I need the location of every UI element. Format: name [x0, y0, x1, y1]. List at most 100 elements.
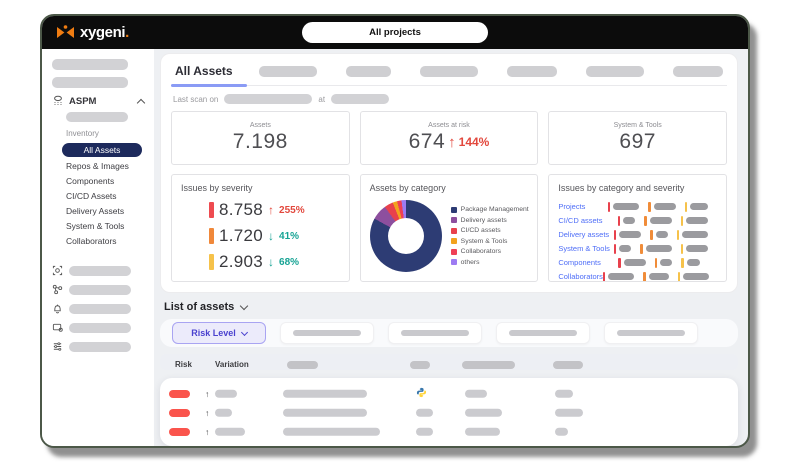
filter-placeholder[interactable] [604, 322, 698, 345]
severity-tick [618, 257, 621, 268]
column-header-risk[interactable]: Risk [175, 360, 192, 370]
chevron-up-icon [136, 98, 146, 107]
count-placeholder [613, 202, 639, 211]
severity-tick [617, 215, 620, 226]
trend-up-icon: ↑ [268, 203, 275, 217]
column-header-placeholder[interactable] [553, 361, 583, 370]
legend-item: System & Tools [450, 238, 529, 245]
xygeni-bowtie-icon [57, 25, 74, 38]
stat-card-assets: Assets 7.198 [171, 111, 350, 165]
last-scan-row: Last scan on at [173, 94, 727, 104]
tab-placeholder[interactable] [506, 65, 557, 77]
severity-tick [648, 201, 651, 212]
tab-placeholder[interactable] [672, 65, 723, 77]
list-of-assets-toggle[interactable]: List of assets [164, 301, 736, 313]
table-row[interactable]: ↑ [160, 384, 738, 403]
trend-down-icon: ↓ [268, 229, 275, 243]
sidebar-placeholder-item[interactable] [52, 59, 128, 70]
legend-item: Package Management [450, 206, 529, 213]
filter-placeholder[interactable] [388, 322, 482, 345]
legend-swatch [450, 206, 457, 213]
sidebar-placeholder-item[interactable] [52, 77, 128, 88]
risk-badge [169, 427, 190, 436]
table-row[interactable]: ↑ [160, 422, 738, 441]
severity-row-critical: 8.758 ↑ 255% [209, 200, 340, 220]
count-placeholder [686, 216, 708, 225]
sidebar-item-all-assets[interactable]: All Assets [62, 143, 142, 157]
sidebar-section-aspm[interactable]: ASPM [52, 95, 146, 107]
severity-tick [680, 243, 683, 254]
category-link[interactable]: CI/CD assets [558, 216, 603, 225]
column-header-placeholder[interactable] [410, 361, 430, 370]
sidebar-item-repos-images[interactable]: Repos & Images [66, 161, 129, 171]
sidebar-item-cicd-assets[interactable]: CI/CD Assets [66, 191, 117, 201]
filters-bar: Risk Level [160, 319, 738, 348]
sidebar-item-system-tools[interactable]: System & Tools [66, 221, 125, 231]
last-scan-date-placeholder [224, 94, 313, 104]
sidebar-item-devices[interactable] [52, 322, 154, 333]
count-placeholder [648, 272, 669, 281]
last-scan-prefix: Last scan on [173, 94, 219, 104]
sidebar-item-delivery-assets[interactable]: Delivery Assets [66, 206, 125, 216]
sidebar-placeholder-label [69, 265, 131, 276]
tab-placeholder[interactable] [585, 65, 644, 77]
sliders-filter-icon [53, 342, 62, 351]
issues-by-category-card: Issues by category and severity Projects… [548, 174, 727, 282]
active-tab-underline [171, 84, 247, 87]
app-window: xygeni. All projects ASPM [40, 14, 750, 448]
severity-row-medium: 2.903 ↓ 68% [209, 252, 340, 272]
count-placeholder [619, 244, 631, 253]
tab-all-assets[interactable]: All Assets [171, 64, 247, 87]
severity-tick [607, 201, 610, 212]
count-placeholder [660, 258, 673, 267]
sidebar-item-alerts[interactable] [52, 303, 154, 314]
filter-placeholder[interactable] [280, 322, 374, 345]
category-link[interactable]: System & Tools [558, 244, 610, 253]
category-link[interactable]: Components [558, 258, 601, 267]
all-projects-selector[interactable]: All projects [302, 22, 488, 43]
severity-tick [613, 243, 616, 254]
stat-label: Assets at risk [428, 122, 470, 129]
sidebar-placeholder-label [69, 341, 131, 352]
sidebar-placeholder-subitem[interactable] [66, 112, 128, 122]
assets-table-body: ↑ ↑ [160, 378, 738, 446]
count-placeholder [653, 202, 676, 211]
category-link[interactable]: Projects [558, 202, 586, 211]
tab-placeholder[interactable] [345, 65, 391, 77]
filter-placeholder[interactable] [496, 322, 590, 345]
sidebar-item-scan[interactable] [52, 265, 154, 276]
tab-placeholder[interactable] [258, 65, 317, 77]
sidebar-item-settings[interactable] [52, 341, 154, 352]
stat-value: 7.198 [232, 130, 288, 153]
trend-percentage: 144% [458, 135, 490, 149]
severity-tick [602, 271, 606, 281]
logo-text: xygeni. [80, 24, 129, 41]
count-placeholder [619, 230, 641, 239]
tab-placeholder[interactable] [419, 65, 478, 77]
column-header-variation[interactable]: Variation [215, 360, 249, 370]
risk-level-filter-button[interactable]: Risk Level [172, 322, 266, 345]
table-row[interactable]: ↑ [160, 403, 738, 422]
donut-hole [387, 218, 424, 254]
category-link[interactable]: Collaborators [558, 272, 603, 281]
count-placeholder [683, 272, 710, 281]
stat-value: 697 [619, 130, 656, 153]
count-placeholder [655, 230, 668, 239]
stat-card-system-tools: System & Tools 697 [548, 111, 727, 165]
sidebar-item-graph[interactable] [52, 284, 154, 295]
top-bar: xygeni. All projects [42, 16, 748, 49]
severity-tick [640, 243, 643, 254]
legend-item: Collaborators [450, 248, 529, 255]
legend-swatch [450, 248, 457, 255]
risk-badge [169, 389, 190, 398]
category-row: Collaborators [558, 270, 717, 281]
sidebar-item-components[interactable]: Components [66, 176, 115, 186]
column-header-placeholder[interactable] [287, 361, 318, 370]
sidebar-item-collaborators[interactable]: Collaborators [66, 236, 117, 246]
sidebar-placeholder-label [69, 303, 131, 314]
severity-bar [209, 254, 214, 270]
column-header-placeholder[interactable] [462, 361, 515, 370]
category-link[interactable]: Delivery assets [558, 230, 610, 239]
legend-swatch [450, 227, 457, 234]
